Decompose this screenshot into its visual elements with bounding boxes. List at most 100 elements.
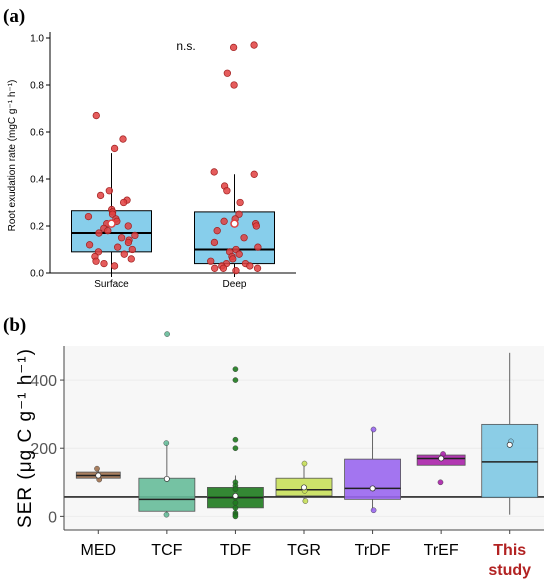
x-tick-label-tref: TrEF [424, 542, 459, 559]
data-point-surface [92, 257, 100, 265]
data-point-surface [110, 144, 119, 153]
data-point-surface [95, 229, 103, 237]
data-point-tcf [163, 511, 170, 518]
mean-marker-trdf [369, 485, 376, 492]
y-tick-label: 0.4 [30, 175, 44, 186]
box-trdf [344, 458, 401, 500]
data-point-surface [105, 187, 113, 195]
data-point-deep [235, 250, 243, 258]
box-tcf [138, 477, 196, 512]
data-point-surface [128, 245, 136, 254]
data-point-tref [437, 479, 444, 486]
panel-a-label: (a) [3, 6, 25, 27]
mean-marker-deep [230, 219, 239, 228]
x-tick-label-this-study-line1: This [493, 542, 526, 559]
y-axis-label: Root exudation rate (mgC g⁻¹ h⁻¹) [7, 80, 18, 232]
data-point-deep [211, 264, 219, 272]
data-point-deep [253, 264, 262, 272]
y-tick-label: 1.0 [30, 34, 44, 45]
x-tick-label-deep: Deep [223, 279, 247, 290]
data-point-deep [240, 234, 248, 242]
mean-marker-med [95, 472, 102, 479]
data-point-tcf [164, 331, 170, 337]
data-point-deep [246, 262, 254, 270]
data-point-surface [119, 198, 128, 207]
y-tick-label: 0.8 [30, 81, 44, 92]
mean-marker-surface [107, 219, 116, 228]
y-tick-label: 200 [30, 441, 57, 458]
data-point-deep [254, 243, 262, 251]
box-this-study [481, 423, 539, 499]
x-tick-label-med: MED [81, 542, 117, 559]
y-tick-label: 400 [30, 373, 57, 390]
data-point-deep [229, 43, 238, 52]
data-point-deep [213, 227, 221, 235]
data-point-deep [229, 255, 237, 263]
data-point-surface [92, 111, 100, 120]
y-axis-label: SER (μg C g⁻¹ h⁻¹) [15, 348, 36, 528]
data-point-surface [124, 238, 133, 247]
data-point-deep [223, 69, 232, 77]
data-point-surface [110, 262, 119, 270]
data-point-surface [96, 191, 105, 200]
data-point-deep [235, 210, 243, 218]
x-tick-label-tdf: TDF [220, 542, 251, 559]
data-point-tdf [232, 366, 239, 372]
data-point-surface [85, 241, 94, 249]
data-point-surface [113, 243, 122, 251]
data-point-surface [104, 227, 112, 235]
data-point-surface [100, 259, 108, 268]
y-tick-label: 0.6 [30, 128, 44, 139]
data-point-trdf [370, 507, 377, 514]
data-point-tdf [232, 499, 239, 506]
data-point-deep [230, 81, 238, 89]
data-point-med [94, 465, 100, 472]
data-point-surface [127, 255, 135, 263]
data-point-tcf [163, 440, 170, 446]
x-tick-label-surface: Surface [94, 279, 129, 290]
data-point-deep [220, 217, 228, 225]
data-point-deep [207, 257, 215, 265]
data-point-deep [223, 187, 231, 195]
data-point-tdf [232, 445, 239, 452]
data-point-deep [232, 267, 240, 275]
x-tick-label-tgr: TGR [287, 542, 321, 559]
y-tick-label: 0.2 [30, 222, 44, 233]
data-point-trdf [370, 426, 377, 433]
mean-marker-tgr [301, 484, 307, 491]
data-point-tdf [232, 377, 239, 383]
y-tick-label: 0 [48, 509, 57, 526]
data-point-surface [124, 222, 132, 230]
mean-marker-tcf [163, 475, 170, 482]
data-point-tdf [232, 505, 239, 511]
data-point-surface [131, 231, 139, 240]
x-tick-label-this-study-line2: study [488, 562, 531, 579]
data-point-deep [210, 168, 218, 176]
data-point-tgr [302, 498, 309, 504]
data-point-tdf [232, 486, 239, 492]
data-point-tgr [301, 460, 308, 467]
mean-marker-this-study [506, 441, 513, 448]
data-point-surface [119, 135, 127, 143]
chart-panel-a: 0.0 0.2 0.4 0.6 0.8 1.0 Root exudation rate (m… [7, 32, 296, 290]
data-point-surface [117, 234, 126, 242]
data-point-deep [219, 264, 228, 272]
significance-annotation: n.s. [176, 39, 195, 53]
mean-marker-tdf [232, 492, 239, 499]
data-point-tdf [232, 436, 239, 443]
data-point-tdf [232, 513, 239, 520]
x-tick-label-tcf: TCF [151, 542, 182, 559]
panel-b-label: (b) [3, 315, 26, 336]
data-point-surface [120, 250, 128, 258]
data-point-deep [252, 222, 261, 230]
data-point-deep [250, 41, 258, 49]
y-tick-label: 0.0 [30, 269, 44, 280]
data-point-deep [250, 170, 258, 178]
data-point-deep [236, 198, 244, 207]
mean-marker-tref [438, 455, 445, 462]
data-point-deep [210, 238, 219, 247]
x-tick-label-trdf: TrDF [355, 542, 391, 559]
